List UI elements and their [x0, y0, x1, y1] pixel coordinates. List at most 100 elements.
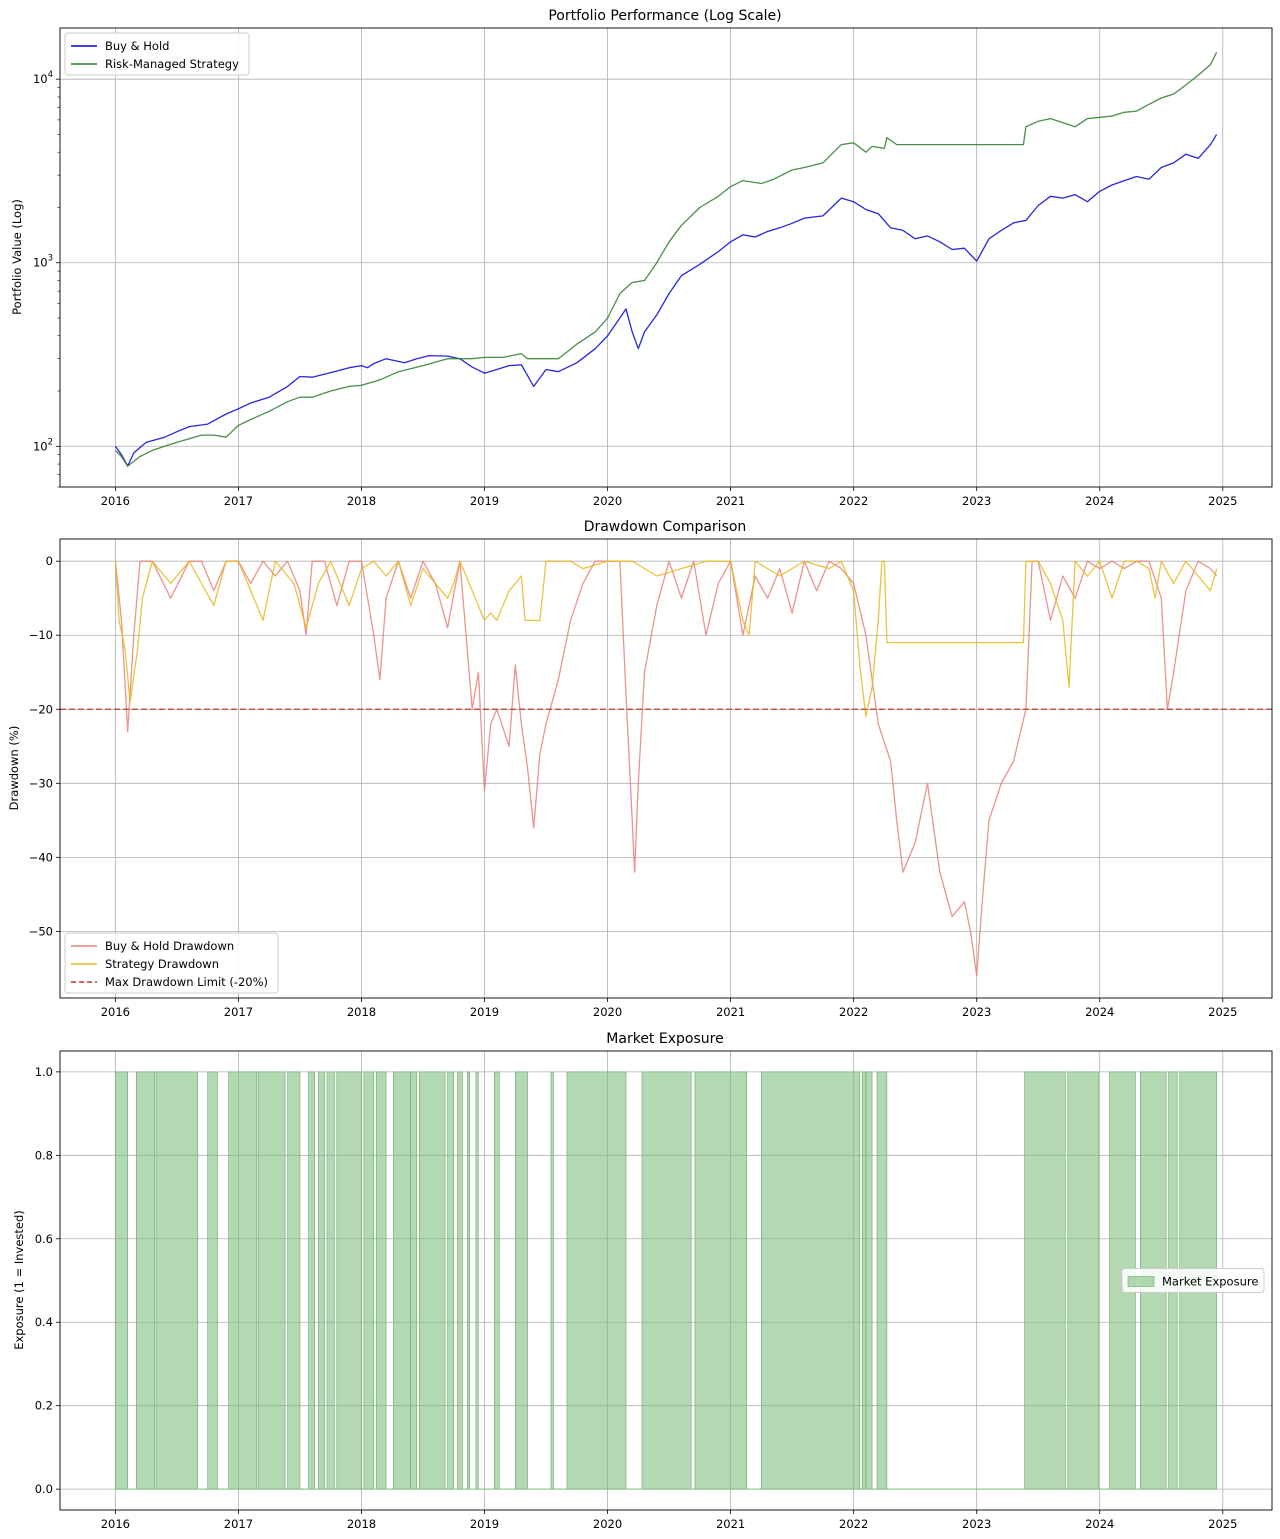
legend-label: Buy & Hold	[105, 39, 169, 53]
x-tick-label: 2021	[716, 1005, 745, 1019]
exposure-band	[228, 1071, 258, 1490]
x-tick-label: 2019	[470, 494, 499, 508]
x-tick-label: 2022	[839, 1517, 868, 1531]
exposure-band	[115, 1071, 128, 1490]
x-tick-label: 2025	[1208, 1517, 1237, 1531]
exposure-band	[865, 1071, 873, 1490]
exposure-band	[257, 1071, 286, 1490]
exposure-band	[393, 1071, 411, 1490]
x-tick-label: 2019	[470, 1005, 499, 1019]
exposure-band	[363, 1071, 375, 1490]
x-tick-label: 2023	[962, 1517, 991, 1531]
series-line-1	[114, 52, 1218, 467]
exposure-band	[514, 1071, 528, 1490]
exposure-band	[375, 1071, 387, 1490]
drawdown-comparison-panel: Drawdown Comparison Drawdown (%) 2016 201…	[7, 519, 1273, 1019]
y-tick-label-base: 10	[33, 72, 48, 86]
plot-frame	[59, 27, 1273, 488]
legend: Buy & Hold Risk-Managed Strategy	[64, 32, 250, 76]
x-ticks: 2016 2017 2018 2019 2020 2021 2022 2023 2024 2025	[101, 487, 1237, 508]
y-tick-label: 0	[46, 554, 53, 568]
series-line-0	[114, 560, 1218, 977]
portfolio-performance-panel: Portfolio Performance (Log Scale) Portfo…	[10, 8, 1273, 508]
legend: Buy & Hold Drawdown Strategy Drawdown Max …	[64, 932, 279, 994]
series-line-0	[114, 134, 1218, 467]
x-ticks: 2016 2017 2018 2019 2020 2021 2022 2023 2024 2025	[101, 1510, 1237, 1531]
y-axis-label: Drawdown (%)	[7, 726, 21, 811]
y-tick-label-exponent: 4	[48, 70, 53, 80]
legend-label: Market Exposure	[1162, 1275, 1258, 1289]
exposure-band	[336, 1071, 362, 1490]
exposure-band	[155, 1071, 199, 1490]
y-tick-label: −20	[29, 702, 53, 716]
y-ticks: 0.0 0.2 0.4 0.6 0.8 1.0	[35, 1065, 60, 1496]
y-tick-label: 0.8	[35, 1148, 53, 1162]
y-tick-label: 0.2	[35, 1399, 53, 1413]
x-tick-label: 2025	[1208, 1005, 1237, 1019]
y-tick-label: 0.4	[35, 1315, 53, 1329]
exposure-band	[1067, 1071, 1099, 1490]
exposure-band	[418, 1071, 446, 1490]
exposure-band	[566, 1071, 627, 1490]
x-ticks: 2016 2017 2018 2019 2020 2021 2022 2023 2024 2025	[101, 998, 1237, 1019]
legend-box	[1121, 1268, 1265, 1293]
chart-title: Drawdown Comparison	[584, 519, 747, 535]
x-tick-label: 2017	[224, 494, 253, 508]
chart-title: Portfolio Performance (Log Scale)	[548, 8, 781, 24]
exposure-band	[326, 1071, 335, 1490]
grid	[60, 28, 1272, 487]
exposure-band	[466, 1071, 471, 1490]
legend-label: Risk-Managed Strategy	[105, 57, 239, 71]
x-tick-label: 2016	[101, 1517, 130, 1531]
series-lines	[114, 52, 1218, 467]
y-tick-label: 103	[33, 254, 53, 270]
x-tick-label: 2020	[593, 494, 622, 508]
x-tick-label: 2018	[347, 494, 376, 508]
chart-title: Market Exposure	[606, 1031, 723, 1047]
exposure-band	[641, 1071, 692, 1490]
y-tick-label: 104	[33, 70, 53, 86]
x-tick-label: 2022	[839, 494, 868, 508]
legend-box	[64, 32, 250, 76]
y-tick-label: 102	[33, 437, 53, 453]
exposure-band	[861, 1071, 867, 1490]
x-tick-label: 2020	[593, 1517, 622, 1531]
x-tick-label: 2016	[101, 1005, 130, 1019]
x-tick-label: 2023	[962, 494, 991, 508]
y-tick-label: 1.0	[35, 1065, 53, 1079]
y-tick-label-exponent: 2	[48, 437, 53, 447]
exposure-band	[694, 1071, 747, 1490]
exposure-area	[115, 1071, 1217, 1490]
x-tick-label: 2018	[347, 1517, 376, 1531]
x-tick-label: 2025	[1208, 494, 1237, 508]
x-tick-label: 2016	[101, 494, 130, 508]
exposure-band	[475, 1071, 479, 1490]
legend-label: Max Drawdown Limit (-20%)	[105, 975, 268, 989]
exposure-band	[410, 1071, 418, 1490]
y-tick-label-base: 10	[33, 256, 48, 270]
exposure-band	[876, 1071, 888, 1490]
legend-box	[64, 932, 279, 994]
market-exposure-panel: Market Exposure Exposure (1 = Invested) …	[12, 1031, 1273, 1531]
x-tick-label: 2024	[1085, 494, 1114, 508]
exposure-band	[457, 1071, 463, 1490]
plot-frame	[59, 1050, 1273, 1511]
exposure-band	[308, 1071, 316, 1490]
x-tick-label: 2018	[347, 1005, 376, 1019]
x-tick-label: 2021	[716, 1517, 745, 1531]
y-tick-label: −30	[29, 776, 53, 790]
x-tick-label: 2023	[962, 1005, 991, 1019]
exposure-band	[1024, 1071, 1066, 1490]
exposure-band	[287, 1071, 301, 1490]
x-tick-label: 2021	[716, 494, 745, 508]
exposure-band	[135, 1071, 156, 1490]
legend-swatch	[1127, 1276, 1155, 1287]
exposure-band	[447, 1071, 455, 1490]
series-lines	[60, 560, 1272, 977]
plot-frame	[59, 538, 1273, 999]
y-tick-label-exponent: 3	[48, 254, 53, 264]
x-tick-label: 2022	[839, 1005, 868, 1019]
y-tick-label: 0.6	[35, 1232, 53, 1246]
